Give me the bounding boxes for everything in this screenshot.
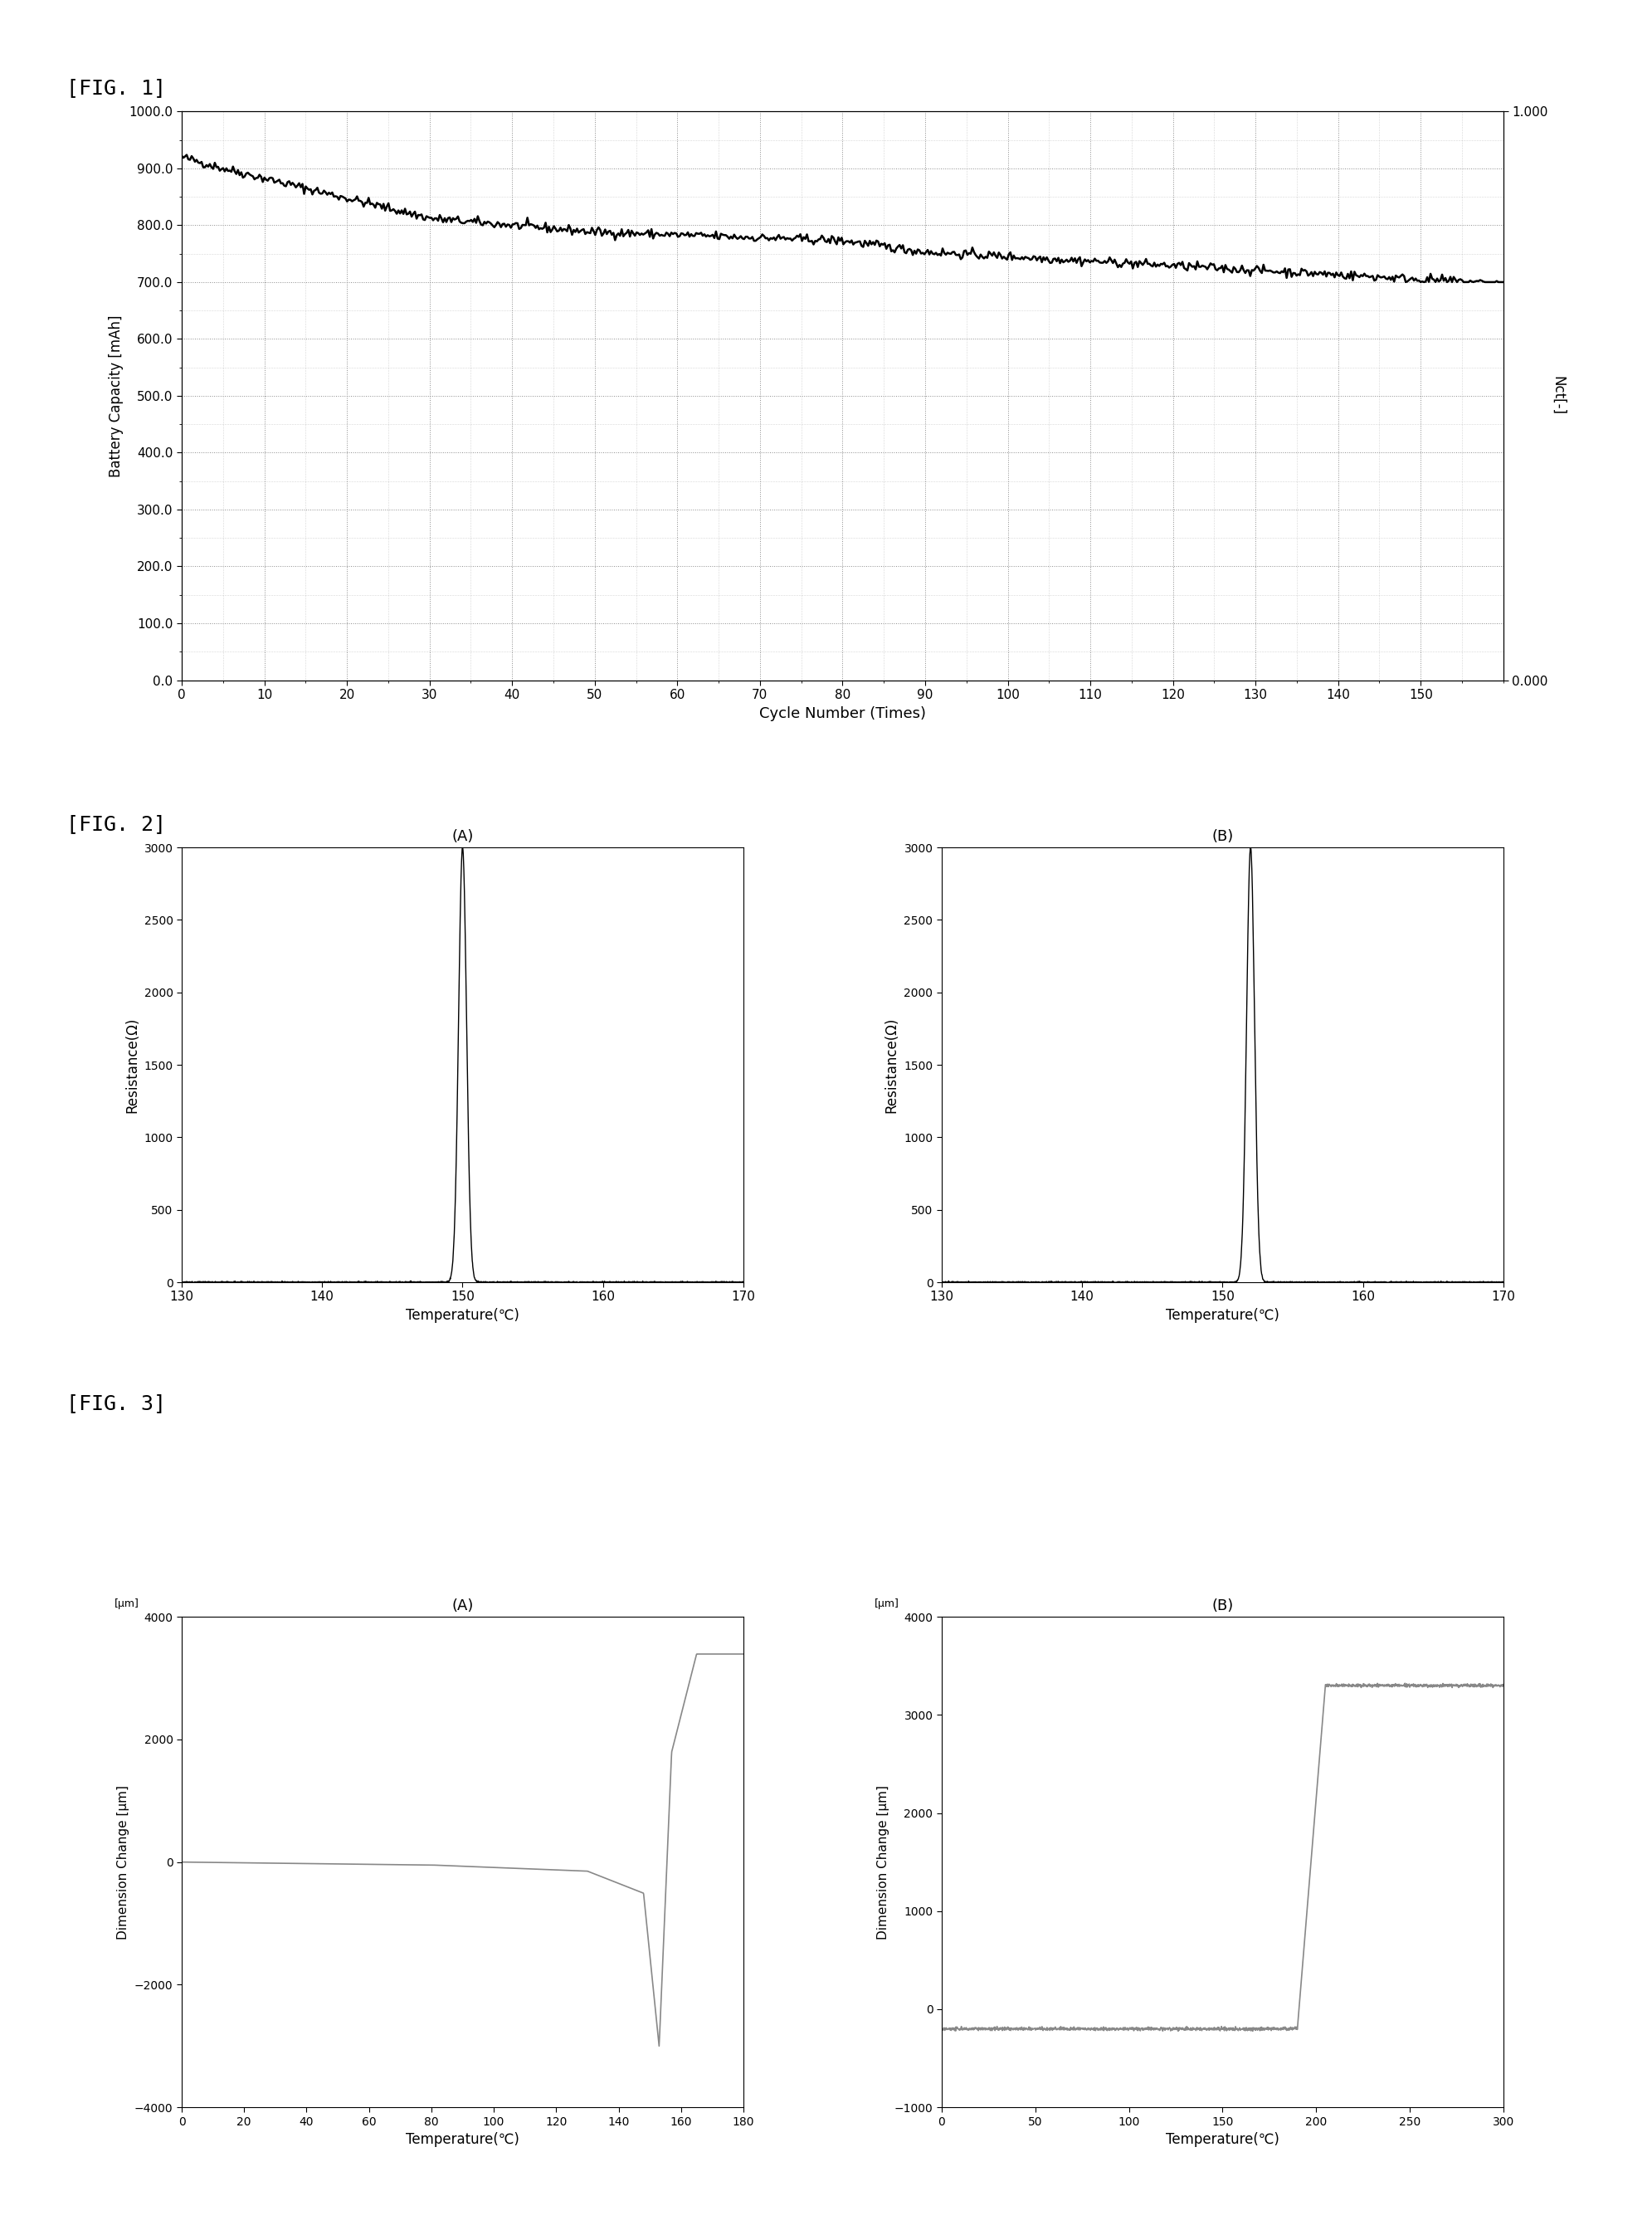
Y-axis label: Resistance(Ω): Resistance(Ω) [884,1017,899,1113]
X-axis label: Temperature(℃): Temperature(℃) [1166,1309,1279,1322]
Text: [FIG. 2]: [FIG. 2] [66,814,165,834]
X-axis label: Cycle Number (Times): Cycle Number (Times) [760,707,925,720]
Title: (B): (B) [1211,830,1234,843]
Text: [FIG. 1]: [FIG. 1] [66,78,165,98]
Text: [μm]: [μm] [114,1599,139,1610]
Y-axis label: Dimension Change [μm]: Dimension Change [μm] [117,1784,131,1940]
Title: (A): (A) [451,1599,474,1612]
Text: [FIG. 3]: [FIG. 3] [66,1394,165,1414]
Title: (A): (A) [451,830,474,843]
Y-axis label: Dimension Change [μm]: Dimension Change [μm] [877,1784,889,1940]
Text: [μm]: [μm] [874,1599,899,1610]
Y-axis label: Resistance(Ω): Resistance(Ω) [124,1017,139,1113]
X-axis label: Temperature(℃): Temperature(℃) [1166,2132,1279,2147]
X-axis label: Temperature(℃): Temperature(℃) [406,1309,519,1322]
Y-axis label: Nct[-]: Nct[-] [1550,377,1564,415]
Title: (B): (B) [1211,1599,1234,1612]
X-axis label: Temperature(℃): Temperature(℃) [406,2132,519,2147]
Y-axis label: Battery Capacity [mAh]: Battery Capacity [mAh] [109,314,124,477]
